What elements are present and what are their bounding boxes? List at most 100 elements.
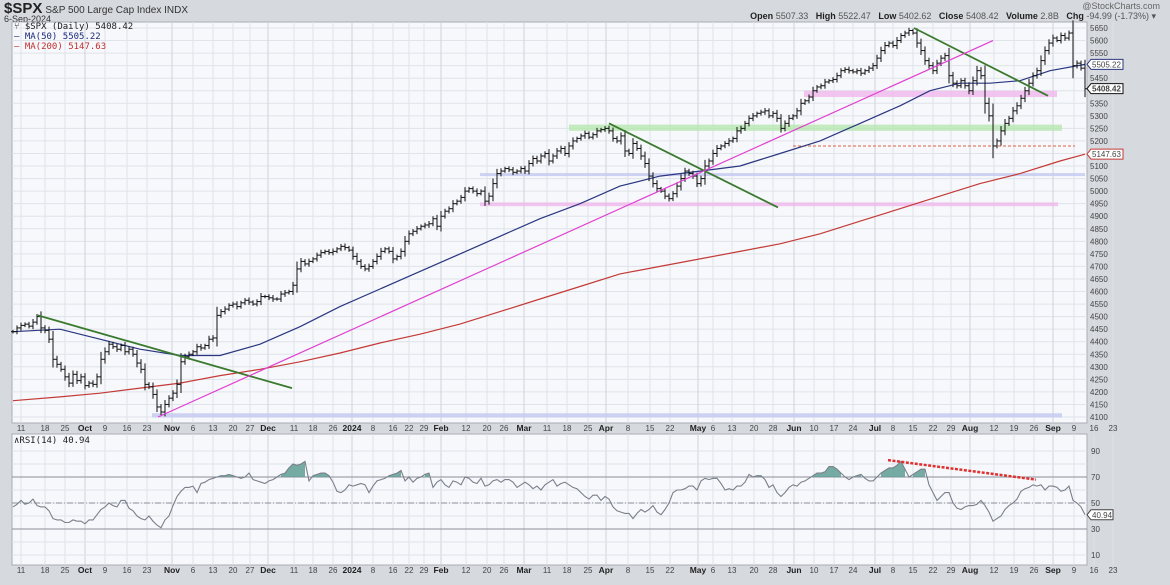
date-tick: Mar xyxy=(516,565,532,575)
ohlc-bar xyxy=(347,245,351,252)
date-tick: Oct xyxy=(78,565,92,575)
ohlc-bar xyxy=(859,67,863,76)
ohlc-bar xyxy=(527,160,531,175)
ohlc-bar xyxy=(1003,118,1007,136)
ohlc-bar xyxy=(735,127,739,143)
ohlc-bar xyxy=(715,144,719,157)
price-tag-label: 5505.22 xyxy=(1092,60,1121,69)
ohlc-bar xyxy=(763,108,767,115)
price-bars xyxy=(11,20,1087,417)
date-tick: 18 xyxy=(563,424,572,433)
ohlc-bar xyxy=(111,341,115,350)
price-tick: 4300 xyxy=(1090,363,1108,372)
date-tick: 8 xyxy=(891,566,896,575)
ohlc-bar xyxy=(463,187,467,202)
ohlc-bar xyxy=(975,65,979,86)
ohlc-bar xyxy=(179,353,183,393)
price-tag-label: 5408.42 xyxy=(1092,85,1121,94)
date-tick: Apr xyxy=(599,565,614,575)
ohlc-bar xyxy=(155,389,159,413)
date-tick: 6 xyxy=(711,424,716,433)
date-tick: 27 xyxy=(246,566,255,575)
ohlc-bar xyxy=(331,248,335,256)
ohlc-bar xyxy=(611,127,615,142)
ohlc-bar xyxy=(579,133,583,141)
volume-value: 2.8B xyxy=(1040,11,1059,21)
ohlc-bar xyxy=(743,120,747,131)
ohlc-bar xyxy=(79,373,83,384)
price-tick: 5000 xyxy=(1090,187,1108,196)
ohlc-bar xyxy=(115,343,119,353)
date-tick: 15 xyxy=(646,424,655,433)
ohlc-bar xyxy=(559,145,563,154)
ohlc-bar xyxy=(999,126,1003,146)
ohlc-bar xyxy=(591,132,595,140)
ohlc-bar xyxy=(923,46,927,65)
ohlc-bar xyxy=(787,114,791,127)
ohlc-bar xyxy=(875,54,879,69)
date-tick: 20 xyxy=(483,566,492,575)
date-tick: 13 xyxy=(728,566,737,575)
symbol-title: $SPX S&P 500 Large Cap Index INDX xyxy=(4,0,188,17)
ohlc-bar xyxy=(963,77,967,89)
date-tick: 23 xyxy=(1109,424,1118,433)
date-tick: 12 xyxy=(462,424,471,433)
ohlc-bar xyxy=(847,66,851,74)
ohlc-bar xyxy=(895,37,899,50)
date-tick: 26 xyxy=(500,424,509,433)
ohlc-bar xyxy=(755,111,759,118)
brand-link[interactable]: @StockCharts.com xyxy=(1082,1,1160,11)
ohlc-bar xyxy=(507,166,511,173)
ohlc-bar xyxy=(651,172,655,188)
ohlc-bar xyxy=(167,395,171,408)
date-tick: 12 xyxy=(462,566,471,575)
ohlc-bar xyxy=(47,326,51,343)
date-tick: 8 xyxy=(371,566,376,575)
ohlc-bar xyxy=(199,343,203,351)
ohlc-bar xyxy=(471,186,475,194)
date-tick: 15 xyxy=(909,424,918,433)
ohlc-bar xyxy=(899,33,903,44)
price-tick: 4400 xyxy=(1090,338,1108,347)
ohlc-bar xyxy=(1059,32,1063,44)
zone-blue xyxy=(480,173,1085,177)
ohlc-bar xyxy=(575,136,579,143)
ohlc-bar xyxy=(487,192,491,205)
price-tick: 4550 xyxy=(1090,300,1108,309)
ohlc-bar xyxy=(791,114,795,121)
ohlc-bar xyxy=(979,67,983,80)
ohlc-bar xyxy=(603,126,607,132)
ohlc-bar xyxy=(523,165,527,174)
ohlc-bar xyxy=(71,370,75,387)
date-tick: 18 xyxy=(563,566,572,575)
date-tick: 10 xyxy=(810,566,819,575)
date-tick: Nov xyxy=(164,565,180,575)
ohlc-bar xyxy=(399,248,403,260)
ohlc-bar xyxy=(491,178,495,202)
price-tick: 4600 xyxy=(1090,288,1108,297)
date-tick: Jul xyxy=(869,423,881,433)
price-tick: 4100 xyxy=(1090,413,1108,422)
rsi-overbought-fill xyxy=(813,466,841,477)
rsi-overbought-fill xyxy=(913,469,925,477)
date-tick: May xyxy=(690,423,707,433)
ohlc-bar xyxy=(503,166,507,173)
ohlc-bar xyxy=(291,281,295,295)
ohlc-bar xyxy=(435,214,439,231)
ohlc-bar xyxy=(203,343,207,350)
ohlc-bar xyxy=(599,127,603,133)
ohlc-bar xyxy=(271,294,275,302)
date-tick: 23 xyxy=(143,424,152,433)
ohlc-bar xyxy=(123,342,127,356)
date-tick: 13 xyxy=(728,424,737,433)
ohlc-bar xyxy=(483,186,487,206)
close-label: Close xyxy=(938,11,964,21)
legend-ma200-text: MA(200) 5147.63 xyxy=(24,42,107,52)
ohlc-bar xyxy=(759,109,763,116)
ohlc-bar xyxy=(75,370,79,385)
date-tick: Aug xyxy=(962,423,979,433)
trendline-green xyxy=(608,122,779,209)
ohlc-bar xyxy=(935,59,939,75)
ohlc-bar xyxy=(827,78,831,84)
ohlc-bar xyxy=(595,127,599,138)
